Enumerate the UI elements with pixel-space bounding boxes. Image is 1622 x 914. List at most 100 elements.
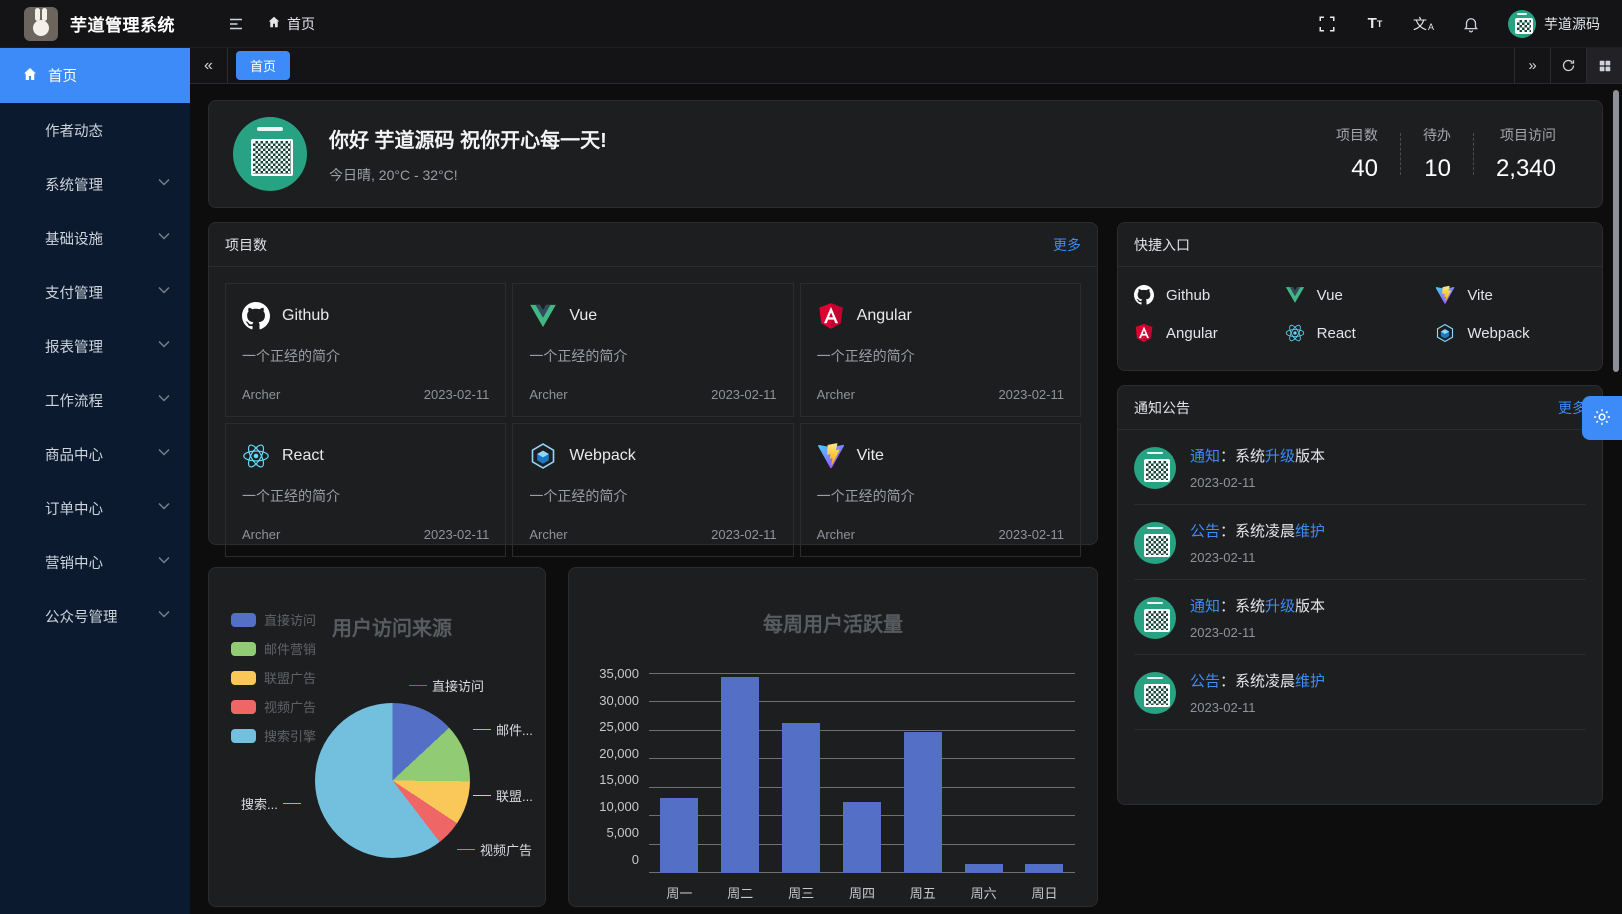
sidebar-item-label: 工作流程 <box>45 393 103 410</box>
grid-icon[interactable] <box>1586 48 1622 83</box>
pie-legend: 直接访问 邮件营销 联盟广告 视频广告 搜索引擎 <box>231 610 316 745</box>
notice-tag[interactable]: 通知 <box>1190 598 1221 615</box>
sidebar-item-product[interactable]: 商品中心 <box>0 427 190 481</box>
project-name: Github <box>282 307 330 324</box>
scrollbar-thumb[interactable] <box>1613 90 1619 372</box>
sidebar-item-label: 商品中心 <box>45 447 103 464</box>
notice-item[interactable]: 通知：系统升级版本 2023-02-11 <box>1134 580 1586 655</box>
legend-item[interactable]: 邮件营销 <box>231 639 316 658</box>
sidebar-item-home[interactable]: 首页 <box>0 48 190 103</box>
legend-item[interactable]: 直接访问 <box>231 610 316 629</box>
pie-chart-card: 用户访问来源 直接访问 邮件营销 联盟广告 视频广告 搜索引擎 直接访问 邮件.… <box>208 567 546 907</box>
legend-item[interactable]: 搜索引擎 <box>231 726 316 745</box>
legend-item[interactable]: 联盟广告 <box>231 668 316 687</box>
sidebar-item-label: 系统管理 <box>45 177 103 194</box>
quick-link-angular[interactable]: Angular <box>1134 323 1285 343</box>
project-card-webpack[interactable]: Webpack 一个正经的简介 Archer 2023-02-11 <box>512 423 794 557</box>
notice-link[interactable]: 升级 <box>1265 448 1296 465</box>
notice-item[interactable]: 公告：系统凌晨维护 2023-02-11 <box>1134 505 1586 580</box>
quick-link-webpack[interactable]: Webpack <box>1435 323 1586 343</box>
notices-more-link[interactable]: 更多 <box>1558 399 1586 416</box>
sidebar-item-wechat[interactable]: 公众号管理 <box>0 589 190 643</box>
divider <box>1472 133 1474 175</box>
breadcrumb-label: 首页 <box>287 15 315 32</box>
collapse-left-icon[interactable]: « <box>190 48 228 83</box>
stat-todo: 待办 10 <box>1401 125 1473 183</box>
menu-fold-icon[interactable] <box>227 15 245 33</box>
project-date: 2023-02-11 <box>423 387 490 402</box>
notice-date: 2023-02-11 <box>1190 625 1256 640</box>
legend-swatch <box>231 728 256 743</box>
sidebar-item-order[interactable]: 订单中心 <box>0 481 190 535</box>
bar-tue[interactable] <box>721 677 760 873</box>
notice-link[interactable]: 升级 <box>1265 598 1296 615</box>
callout-line <box>473 794 491 797</box>
app-title: 芋道管理系统 <box>70 16 175 35</box>
sidebar-item-label: 作者动态 <box>45 123 103 140</box>
legend-item[interactable]: 视频广告 <box>231 697 316 716</box>
notice-item[interactable]: 通知：系统升级版本 2023-02-11 <box>1134 430 1586 505</box>
expand-right-icon[interactable]: » <box>1514 48 1550 83</box>
notice-tag[interactable]: 公告 <box>1190 523 1221 540</box>
project-card-vue[interactable]: Vue 一个正经的简介 Archer 2023-02-11 <box>512 283 794 417</box>
sidebar-item-pay[interactable]: 支付管理 <box>0 265 190 319</box>
bar-sun[interactable] <box>1025 864 1064 873</box>
user-name: 芋道源码 <box>1544 15 1600 32</box>
project-card-react[interactable]: React 一个正经的简介 Archer 2023-02-11 <box>225 423 507 557</box>
bar-thu[interactable] <box>842 802 881 873</box>
y-axis: 35,000 30,000 25,000 20,000 15,000 10,000 5… <box>599 666 639 867</box>
project-name: Webpack <box>569 447 636 464</box>
notices-title: 通知公告 <box>1134 399 1190 416</box>
welcome-card: 你好 芋道源码 祝你开心每一天! 今日晴, 20°C - 32°C! 项目数 4… <box>208 100 1603 208</box>
bar-mon[interactable] <box>660 797 699 873</box>
notice-tag[interactable]: 公告 <box>1190 673 1221 690</box>
notice-link[interactable]: 维护 <box>1295 523 1326 540</box>
quick-links-grid: Github Vue Vite Angular React Webpack <box>1118 267 1602 361</box>
quick-link-vue[interactable]: Vue <box>1285 285 1436 305</box>
sidebar-item-workflow[interactable]: 工作流程 <box>0 373 190 427</box>
tab-home[interactable]: 首页 <box>236 51 291 80</box>
sidebar-item-author-news[interactable]: 作者动态 <box>0 103 190 157</box>
project-card-vite[interactable]: Vite 一个正经的简介 Archer 2023-02-11 <box>799 423 1081 557</box>
stat-projects: 项目数 40 <box>1314 125 1400 183</box>
sidebar-item-system[interactable]: 系统管理 <box>0 157 190 211</box>
stat-label: 项目数 <box>1335 127 1378 143</box>
bar-fri[interactable] <box>903 731 942 873</box>
pie-circle[interactable] <box>315 703 470 858</box>
project-card-github[interactable]: Github 一个正经的简介 Archer 2023-02-11 <box>225 283 507 417</box>
notice-item[interactable]: 公告：系统凌晨维护 2023-02-11 <box>1134 655 1586 730</box>
bar-chart-title: 每周用户活跃量 <box>763 614 903 636</box>
refresh-icon[interactable] <box>1550 48 1586 83</box>
fullscreen-icon[interactable] <box>1316 13 1338 35</box>
quick-link-vite[interactable]: Vite <box>1435 285 1586 305</box>
sidebar-item-report[interactable]: 报表管理 <box>0 319 190 373</box>
project-author: Archer <box>816 387 855 402</box>
pie-callout: 视频广告 <box>457 840 532 859</box>
bar-sat[interactable] <box>964 864 1003 873</box>
settings-fab[interactable] <box>1582 396 1622 440</box>
project-name: Vite <box>856 447 884 464</box>
project-date: 2023-02-11 <box>423 527 490 542</box>
logo-rabbit-image <box>24 6 58 41</box>
tabbar-actions: » <box>1514 48 1622 83</box>
sidebar-item-infra[interactable]: 基础设施 <box>0 211 190 265</box>
stat-label: 项目访问 <box>1500 127 1556 143</box>
bell-icon[interactable] <box>1460 13 1482 35</box>
sidebar-item-label: 订单中心 <box>45 501 103 518</box>
divider <box>1399 133 1401 175</box>
quick-link-react[interactable]: React <box>1285 323 1436 343</box>
notice-link[interactable]: 维护 <box>1295 673 1326 690</box>
projects-more-link[interactable]: 更多 <box>1053 236 1081 253</box>
project-card-angular[interactable]: Angular 一个正经的简介 Archer 2023-02-11 <box>799 283 1081 417</box>
quick-link-github[interactable]: Github <box>1134 285 1285 305</box>
bar-wed[interactable] <box>782 722 821 873</box>
user-menu[interactable]: 芋道源码 <box>1508 9 1600 38</box>
sidebar-item-marketing[interactable]: 营销中心 <box>0 535 190 589</box>
notice-tag[interactable]: 通知 <box>1190 448 1221 465</box>
breadcrumb[interactable]: 首页 <box>267 14 315 34</box>
project-desc: 一个正经的简介 <box>242 488 340 504</box>
